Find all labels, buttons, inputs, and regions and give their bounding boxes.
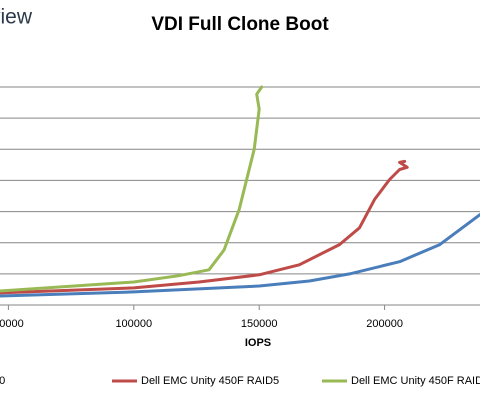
series-line — [0, 159, 409, 295]
x-tick-label: 50000 — [0, 318, 24, 330]
x-tick-label: 150000 — [241, 318, 278, 330]
series-line — [0, 212, 480, 298]
x-tick-label: 200000 — [366, 318, 403, 330]
legend-label: Dell EMC Unity 450F RAID5 — [351, 375, 480, 387]
chart-title: VDI Full Clone Boot — [151, 14, 329, 35]
series-line — [0, 85, 264, 293]
legend-label: Dell EMC Unity 450F RAID10 — [0, 375, 5, 387]
x-axis-title: IOPS — [245, 337, 271, 349]
logo: StorageReview — [0, 6, 33, 29]
legend-label: Dell EMC Unity 450F RAID5 — [141, 375, 279, 387]
x-tick-label: 100000 — [115, 318, 152, 330]
